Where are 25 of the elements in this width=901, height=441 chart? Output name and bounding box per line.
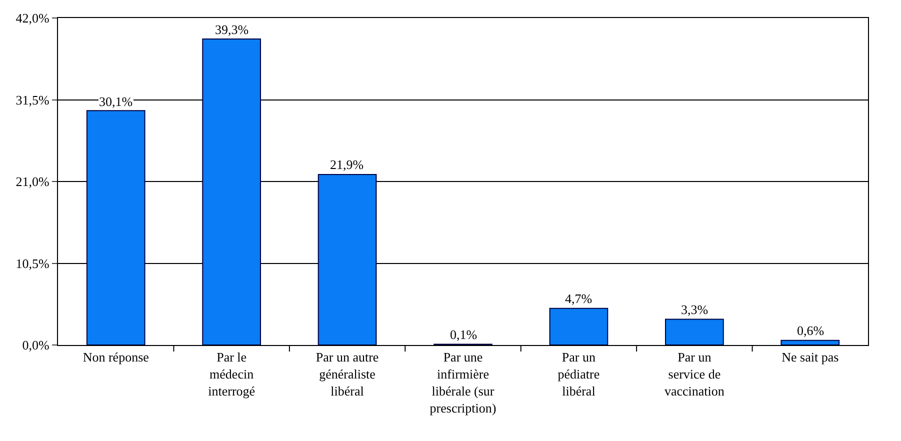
x-tick-label: Par le médecin interrogé [208,350,256,398]
x-tick-label: Par un autre généraliste libéral [316,350,379,398]
x-tick-label: Par une infirmière libérale (sur prescription) [430,350,496,416]
data-label: 0,6% [797,323,824,338]
x-tick-label: Par un pédiatre libéral [558,350,600,398]
y-tick-label: 42,0% [16,10,50,26]
x-tick-label: Non réponse [82,350,150,365]
data-label: 21,9% [330,157,364,172]
y-tick-label: 0,0% [22,338,50,353]
data-label: 39,3% [215,22,249,37]
data-label: 0,1% [450,327,478,342]
bar [202,38,261,345]
data-label: 3,3% [681,302,708,317]
data-label: 30,1% [99,94,133,109]
bar [86,110,146,345]
bar [665,318,724,345]
x-tick-label: Ne sait pas [782,350,839,365]
bar [780,340,840,345]
x-tick-label: Par un service de vaccination [664,350,725,398]
bar [549,308,608,345]
y-tick-label: 31,5% [16,92,50,108]
bar [318,174,377,345]
data-label: 4,7% [565,291,592,306]
y-tick-label: 10,5% [16,256,50,271]
y-tick-label: 21,0% [16,174,50,190]
